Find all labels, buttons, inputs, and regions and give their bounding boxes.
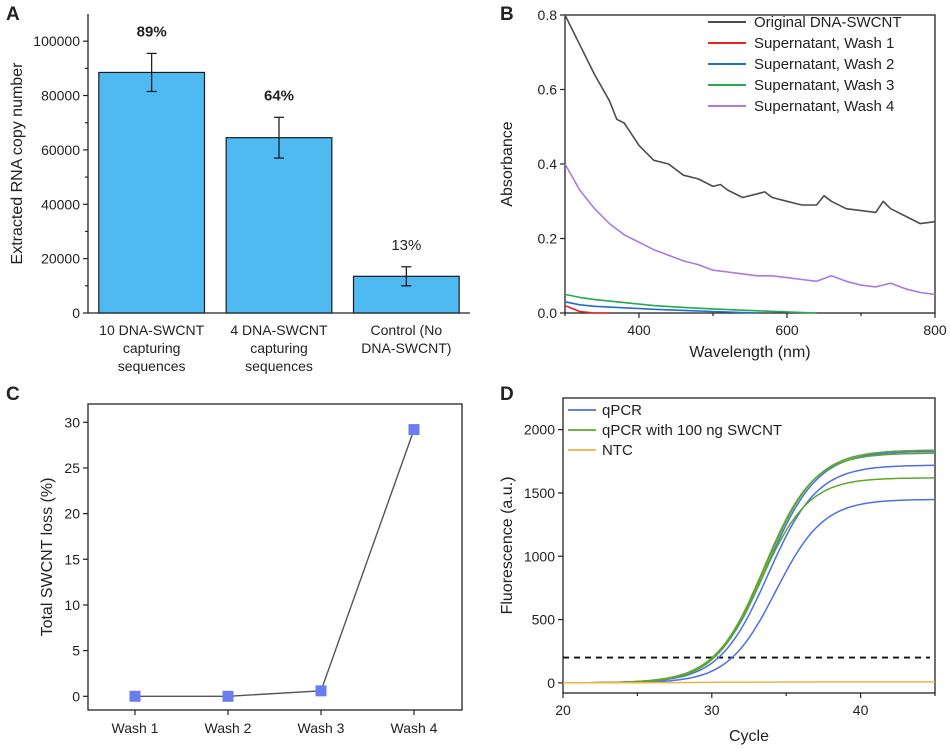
bar-data-label: 64% (264, 87, 294, 104)
panel-b-xtick-label: 400 (627, 322, 651, 338)
panel-c-ytick-label: 5 (72, 643, 80, 659)
panel-c-ytick-label: 0 (72, 688, 80, 704)
panel-d-amplification-curve (563, 681, 935, 684)
panel-c-swcnt-loss-chart: 0 5 10 15 20 25 30 Wash 1 Wash 2 Wash 3 Wash 4 Tota… (39, 403, 463, 736)
panel-c-ytick-label: 10 (64, 597, 80, 613)
panel-d-amplification-curve (563, 498, 936, 684)
panel-b-xtick-label: 600 (775, 322, 799, 338)
panel-c-xtick-label: Wash 2 (205, 720, 252, 736)
panel-b-ytick-label: 0.0 (538, 305, 558, 321)
panel-b-y-axis-label: Absorbance (499, 121, 516, 206)
panel-b-ytick-label: 0.4 (538, 156, 558, 172)
panel-a-category-label: DNA-SWCNT) (361, 340, 451, 356)
panel-d-ytick-label: 0 (547, 675, 555, 691)
panel-b-ytick-label: 0.8 (538, 7, 558, 23)
bar-data-label: 13% (391, 237, 421, 254)
panel-b-legend-label: Supernatant, Wash 4 (754, 98, 894, 115)
panel-c-ytick-label: 15 (64, 551, 80, 567)
panel-c-data-point (222, 690, 234, 702)
panel-c-y-axis-label: Total SWCNT loss (%) (39, 478, 56, 637)
panel-a-category-label: sequences (245, 358, 313, 374)
panel-b-ytick-label: 0.2 (538, 231, 558, 247)
panel-letter-d: D (500, 384, 514, 405)
panel-d-ytick-label: 1500 (524, 485, 555, 501)
panel-c-plot-frame (87, 403, 463, 711)
panel-a-category-label: sequences (118, 358, 186, 374)
panel-d-plot-frame (562, 397, 936, 694)
panel-d-ytick-label: 500 (532, 612, 556, 628)
panel-b-x-axis-label: Wavelength (nm) (689, 344, 810, 361)
panel-a-y-axis-label: Extracted RNA copy number (9, 62, 26, 265)
panel-a-category-label: Control (No (371, 322, 443, 338)
panel-a-category-label: capturing (123, 340, 181, 356)
panel-d-qpcr-chart: 0 500 1000 1500 2000 20 30 40 qPCR qPCR with 100 … (499, 397, 936, 745)
panel-d-xtick-label: 20 (555, 702, 571, 718)
panel-c-xtick-label: Wash 1 (112, 720, 159, 736)
panel-a-ytick-label: 100000 (33, 33, 80, 49)
panel-d-xtick-label: 30 (704, 702, 720, 718)
panel-b-series-line (564, 301, 758, 314)
panel-a-category-label: capturing (250, 340, 308, 356)
panel-a-ytick-label: 0 (72, 305, 80, 321)
panel-a-ytick-label: 20000 (41, 251, 80, 267)
panel-letter-c: C (6, 384, 20, 405)
panel-d-ytick-label: 2000 (524, 422, 555, 438)
panel-a-bar-chart: 0 20000 40000 60000 80000 100000 89% 10 DNA-SWC… (9, 14, 470, 374)
panel-c-ytick-label: 30 (64, 414, 80, 430)
panel-b-legend-label: Supernatant, Wash 1 (754, 35, 894, 52)
panel-b-series-line (564, 293, 817, 314)
panel-d-xtick-label: 40 (853, 702, 869, 718)
panel-b-legend-label: Supernatant, Wash 2 (754, 56, 894, 73)
panel-c-data-point (129, 690, 141, 702)
panel-c-xtick-label: Wash 3 (298, 720, 345, 736)
panel-b-xtick-label: 800 (923, 322, 947, 338)
panel-d-amplification-curve (563, 450, 935, 684)
panel-d-amplification-curve (563, 477, 935, 684)
bar-data-label: 89% (137, 23, 167, 40)
panel-b-legend-label: Supernatant, Wash 3 (754, 77, 894, 94)
panel-c-xtick-label: Wash 4 (391, 720, 438, 736)
panel-a-ytick-label: 80000 (41, 88, 80, 104)
panel-b-legend-label: Original DNA-SWCNT (754, 14, 902, 31)
panel-d-x-axis-label: Cycle (729, 728, 769, 745)
panel-d-ytick-label: 1000 (524, 548, 555, 564)
panel-letter-a: A (6, 4, 20, 25)
panel-c-ytick-label: 20 (64, 506, 80, 522)
panel-c-data-point (408, 424, 420, 436)
panel-d-y-axis-label: Fluorescence (a.u.) (499, 477, 516, 615)
panel-d-amplification-curve (563, 449, 935, 684)
panel-b-absorbance-chart: 0.0 0.2 0.4 0.6 0.8 400 600 800 Original DNA-SWC… (499, 7, 947, 361)
panel-b-series-line (564, 304, 610, 314)
panel-d-amplification-curve (563, 464, 936, 684)
panel-b-ytick-label: 0.6 (538, 82, 558, 98)
panel-c-connecting-line (135, 429, 415, 697)
panel-d-legend-label: qPCR (602, 402, 642, 419)
panel-a-ytick-label: 60000 (41, 142, 80, 158)
panel-a-ytick-label: 40000 (41, 196, 80, 212)
bar (98, 71, 206, 314)
panel-b-series-line (564, 163, 936, 296)
panel-b-series-line (564, 14, 936, 225)
panel-c-data-point (315, 685, 327, 697)
panel-c-ytick-label: 25 (64, 460, 80, 476)
panel-d-amplification-curve (563, 452, 935, 684)
bar (225, 137, 333, 314)
panel-d-legend-label: qPCR with 100 ng SWCNT (602, 422, 782, 439)
panel-d-legend-label: NTC (602, 442, 633, 459)
panel-a-category-label: 10 DNA-SWCNT (99, 322, 204, 338)
panel-a-category-label: 4 DNA-SWCNT (230, 322, 328, 338)
panel-letter-b: B (500, 4, 514, 25)
